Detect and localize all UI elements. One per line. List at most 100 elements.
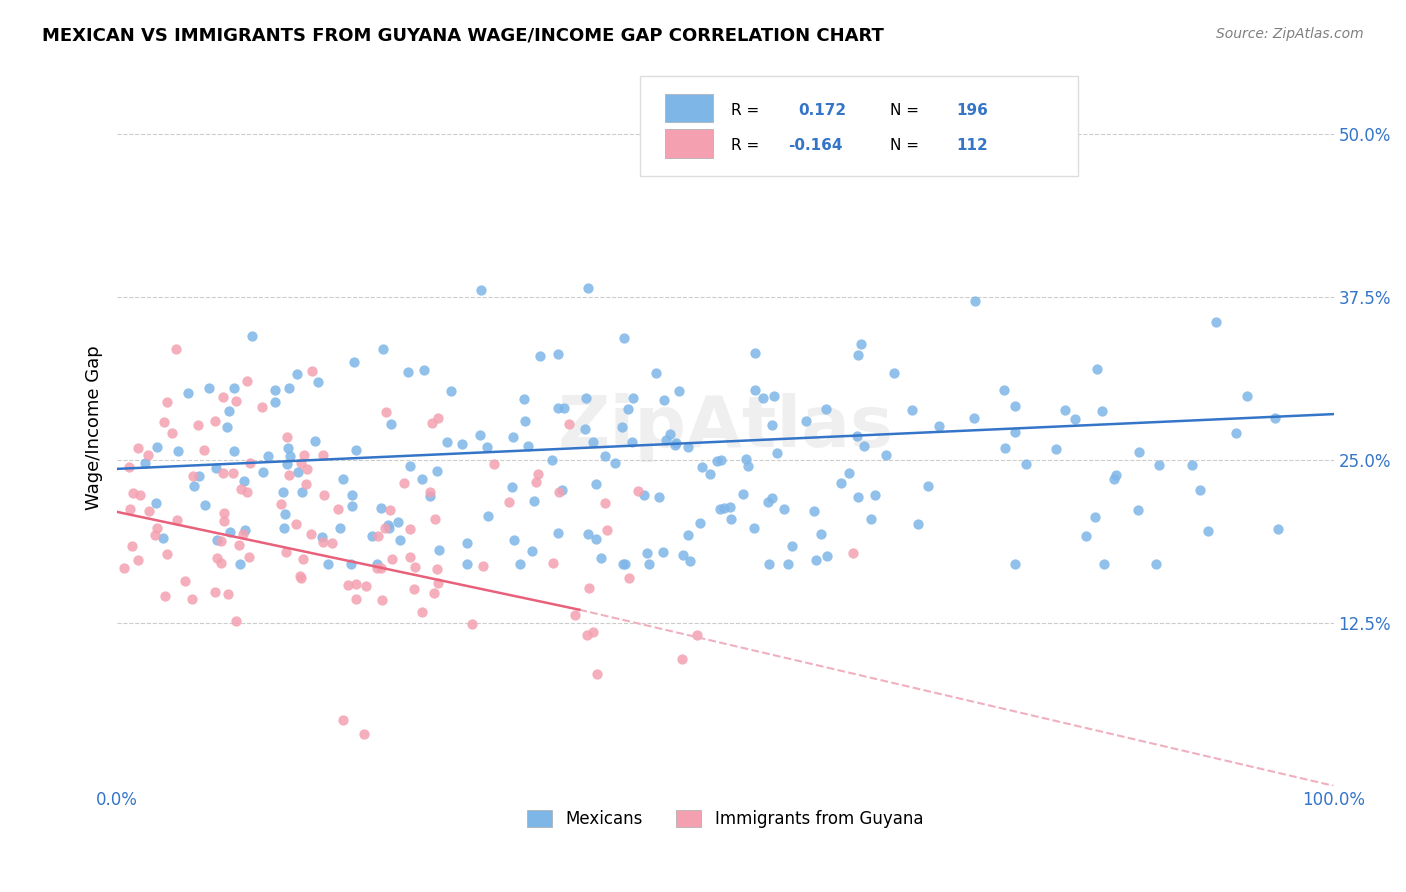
Mexicans (183, 479, 205, 493)
Mexicans (665, 436, 688, 450)
Mexicans (838, 467, 860, 481)
Immigrants from Guyana (375, 404, 398, 418)
Mexicans (1053, 402, 1076, 417)
Mexicans (146, 440, 169, 454)
Mexicans (224, 381, 246, 395)
Mexicans (1085, 362, 1108, 376)
Mexicans (198, 381, 221, 395)
Mexicans (849, 337, 872, 351)
Mexicans (993, 383, 1015, 397)
Immigrants from Guyana (225, 393, 247, 408)
Immigrants from Guyana (228, 538, 250, 552)
Mexicans (193, 499, 215, 513)
Mexicans (994, 442, 1017, 456)
Mexicans (668, 384, 690, 398)
Immigrants from Guyana (841, 546, 863, 560)
Mexicans (620, 435, 643, 450)
Immigrants from Guyana (121, 485, 143, 500)
Immigrants from Guyana (229, 482, 252, 496)
Mexicans (218, 524, 240, 539)
Mexicans (901, 403, 924, 417)
Mexicans (713, 501, 735, 516)
Mexicans (709, 501, 731, 516)
Immigrants from Guyana (328, 501, 350, 516)
Mexicans (513, 392, 536, 406)
Mexicans (772, 502, 794, 516)
Immigrants from Guyana (482, 458, 505, 472)
Immigrants from Guyana (205, 550, 228, 565)
Mexicans (731, 487, 754, 501)
Mexicans (1102, 472, 1125, 486)
Immigrants from Guyana (204, 584, 226, 599)
Immigrants from Guyana (564, 608, 586, 623)
Mexicans (307, 376, 329, 390)
Mexicans (277, 381, 299, 395)
Mexicans (575, 391, 598, 405)
Mexicans (377, 518, 399, 533)
Mexicans (145, 496, 167, 510)
FancyBboxPatch shape (665, 94, 713, 122)
Immigrants from Guyana (404, 560, 426, 574)
Mexicans (613, 331, 636, 345)
Immigrants from Guyana (398, 522, 420, 536)
Mexicans (340, 500, 363, 514)
Immigrants from Guyana (236, 484, 259, 499)
Immigrants from Guyana (399, 550, 422, 565)
Mexicans (651, 545, 673, 559)
Mexicans (277, 441, 299, 455)
Mexicans (523, 494, 546, 508)
Immigrants from Guyana (232, 526, 254, 541)
Mexicans (814, 401, 837, 416)
Mexicans (585, 533, 607, 547)
Immigrants from Guyana (181, 469, 204, 483)
Mexicans (1004, 557, 1026, 571)
Immigrants from Guyana (596, 524, 619, 538)
Mexicans (1004, 399, 1026, 413)
Text: MEXICAN VS IMMIGRANTS FROM GUYANA WAGE/INCOME GAP CORRELATION CHART: MEXICAN VS IMMIGRANTS FROM GUYANA WAGE/I… (42, 27, 884, 45)
Mexicans (1045, 442, 1067, 456)
Mexicans (614, 557, 637, 571)
Mexicans (1144, 557, 1167, 571)
Mexicans (591, 550, 613, 565)
Mexicans (803, 504, 825, 518)
Mexicans (830, 475, 852, 490)
Mexicans (815, 549, 838, 563)
Mexicans (679, 554, 702, 568)
Mexicans (1267, 523, 1289, 537)
Immigrants from Guyana (276, 545, 298, 559)
Mexicans (205, 533, 228, 548)
Mexicans (553, 401, 575, 415)
Mexicans (928, 419, 950, 434)
Immigrants from Guyana (288, 568, 311, 582)
Immigrants from Guyana (426, 562, 449, 576)
Immigrants from Guyana (136, 448, 159, 462)
Immigrants from Guyana (181, 592, 204, 607)
Mexicans (917, 479, 939, 493)
Mexicans (388, 533, 411, 547)
Mexicans (399, 458, 422, 473)
Immigrants from Guyana (222, 467, 245, 481)
Immigrants from Guyana (380, 503, 402, 517)
Immigrants from Guyana (165, 343, 187, 357)
Mexicans (134, 456, 156, 470)
Mexicans (440, 384, 463, 398)
Immigrants from Guyana (426, 411, 449, 425)
Immigrants from Guyana (212, 466, 235, 480)
Mexicans (456, 557, 478, 571)
Mexicans (285, 367, 308, 381)
Immigrants from Guyana (354, 578, 377, 592)
Immigrants from Guyana (582, 624, 605, 639)
Immigrants from Guyana (367, 529, 389, 543)
Mexicans (502, 430, 524, 444)
Immigrants from Guyana (235, 375, 257, 389)
Mexicans (513, 414, 536, 428)
Mexicans (706, 454, 728, 468)
Mexicans (1225, 425, 1247, 440)
Mexicans (436, 435, 458, 450)
Immigrants from Guyana (301, 527, 323, 541)
Mexicans (659, 427, 682, 442)
Immigrants from Guyana (392, 475, 415, 490)
Mexicans (617, 401, 640, 416)
Mexicans (342, 488, 364, 502)
Immigrants from Guyana (127, 441, 149, 455)
